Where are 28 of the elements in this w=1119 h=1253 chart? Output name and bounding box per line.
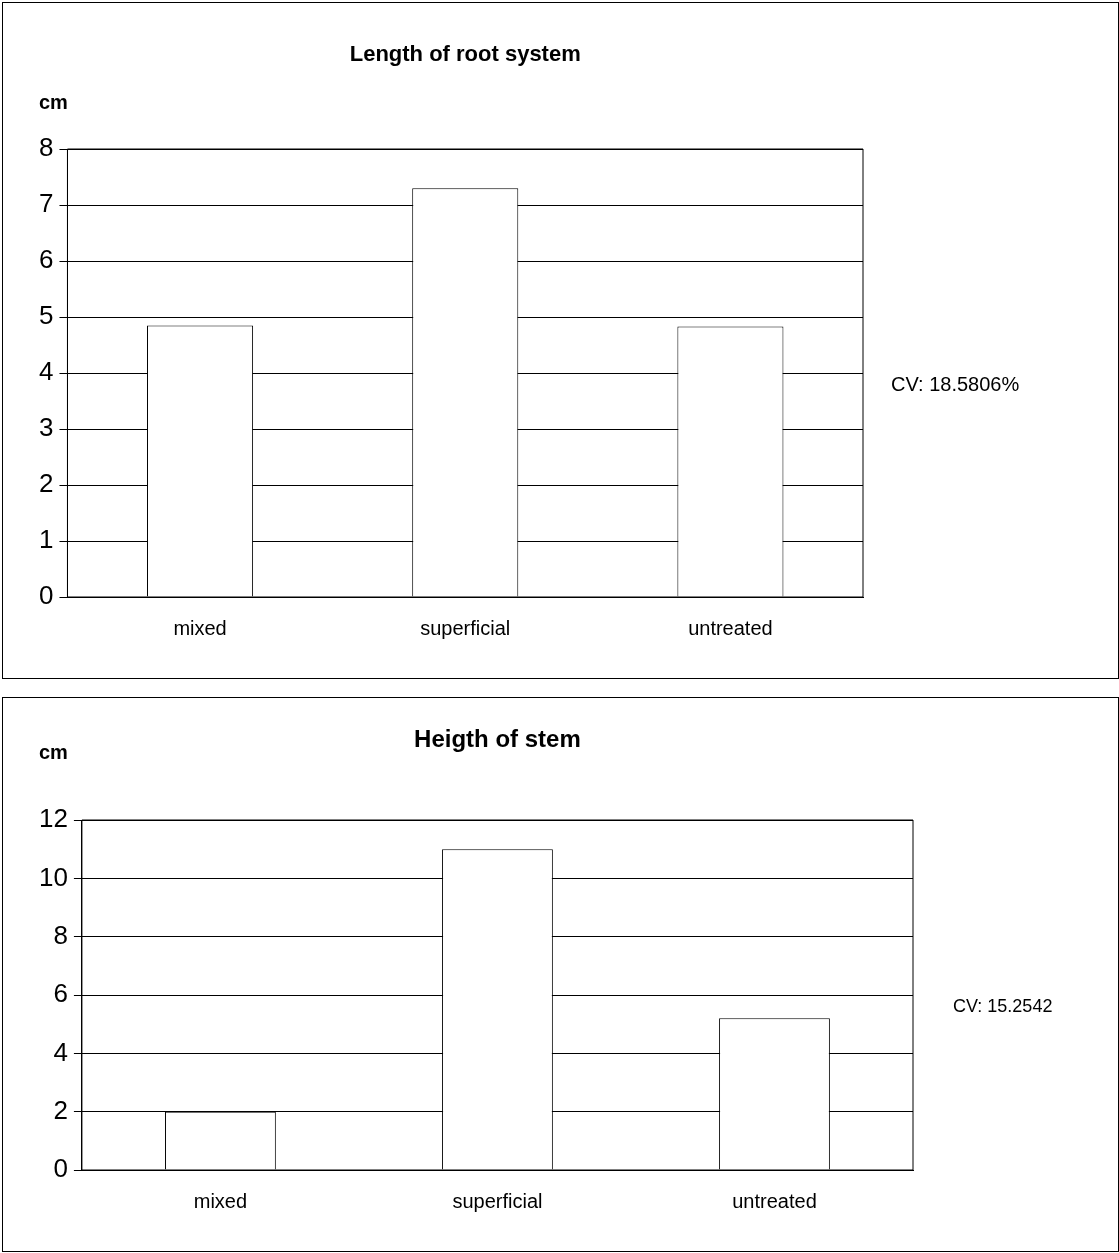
y-tick-label: 12 (39, 803, 68, 834)
x-tick-label: superficial (452, 1189, 543, 1212)
text: CV: 15.2542 (953, 995, 1053, 1016)
x-tick-label: untreated (688, 616, 773, 639)
y-tick-label: 4 (38, 356, 54, 387)
y-axis-title: cm (39, 90, 68, 113)
y-tick-label: 8 (38, 132, 54, 163)
y-tick-label: 6 (53, 978, 68, 1009)
x-tick-label: untreated (732, 1189, 817, 1212)
y-tick-label: 4 (53, 1036, 68, 1067)
x-tick-label: mixed (193, 1189, 248, 1212)
y-tick-label: 1 (38, 524, 54, 555)
y-tick-label: 2 (53, 1094, 68, 1125)
y-tick-label: 0 (38, 580, 54, 611)
y-tick-label: 7 (38, 188, 54, 219)
y-tick-label: 2 (38, 468, 54, 499)
y-tick-label: 6 (38, 244, 54, 275)
y-tick-label: 3 (38, 412, 54, 443)
x-tick-label: mixed (173, 616, 227, 639)
x-tick-label: superficial (420, 616, 511, 639)
y-tick-label: 10 (39, 861, 68, 892)
y-tick-label: 0 (53, 1153, 68, 1184)
chart-title: Length of root system (349, 41, 581, 67)
y-tick-label: 5 (38, 300, 54, 331)
text: CV: 18.5806% (891, 372, 1020, 395)
chart-title: Heigth of stem (414, 724, 581, 752)
y-axis-title: cm (39, 740, 68, 763)
y-tick-label: 8 (53, 919, 68, 950)
